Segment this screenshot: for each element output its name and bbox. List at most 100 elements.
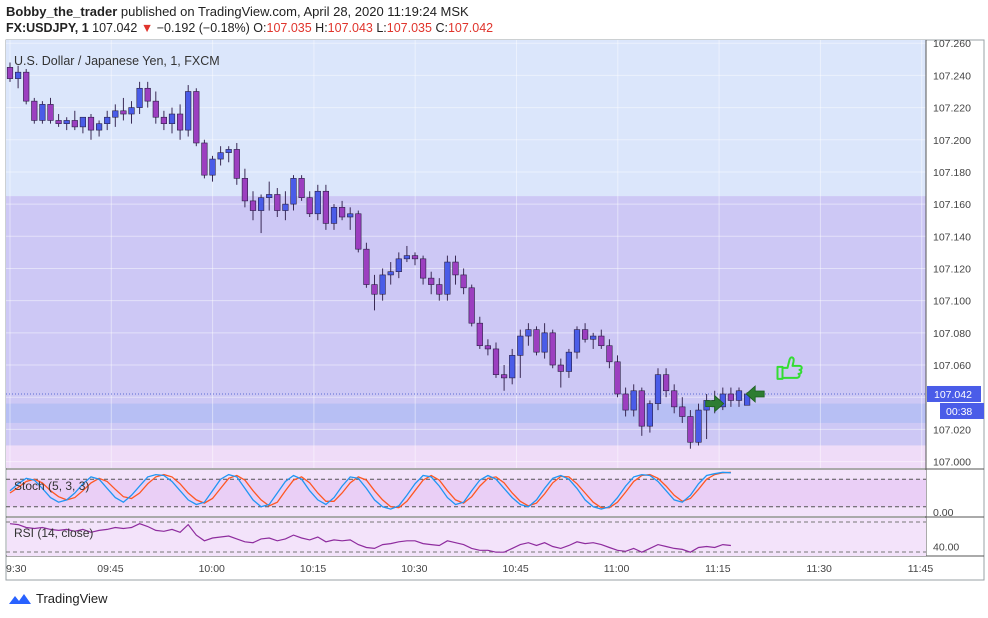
candle [290,178,297,205]
stoch-d-line [9,471,731,509]
open-value: 107.035 [266,21,312,35]
green-arrow-icon [705,394,725,413]
price-zone [6,403,926,423]
y-tick-label: 107.260 [933,38,971,50]
x-tick-label: 10:15 [300,563,326,575]
candle [525,329,532,337]
y-tick-label: 107.180 [933,167,971,179]
author-name[interactable]: Bobby_the_trader [6,4,118,19]
stoch-k-line [9,471,731,510]
candle [395,258,402,272]
stoch-label: Stoch (5, 3, 3) [14,479,89,493]
candle [638,390,645,427]
candle [39,104,46,121]
candle [735,390,743,401]
y-tick-label: 107.120 [933,263,971,275]
y-tick-label: 107.140 [933,231,971,243]
candle [31,100,38,121]
candle [379,274,386,295]
candle [363,248,370,285]
candle [274,194,281,211]
candle [484,345,492,350]
candle [727,393,734,401]
candle [387,271,394,276]
candle [104,116,111,124]
candle [687,416,694,443]
candle [257,197,265,211]
high-value: 107.043 [327,21,373,35]
publish-line: Bobby_the_trader published on TradingVie… [6,4,469,19]
candle [193,91,200,144]
candle [87,116,95,131]
candle [249,200,257,211]
candle [144,87,151,102]
y-tick-label: 107.080 [933,328,971,340]
y-tick-label: 107.200 [933,135,971,147]
last-price: 107.042 [92,21,138,35]
stoch-tick-label: 0.00 [933,507,954,519]
x-tick-label: 10:30 [401,563,427,575]
thumbs-up-icon [776,356,803,380]
candle [112,110,119,118]
candle [403,255,411,260]
brand-footer[interactable]: TradingView [8,591,108,606]
candle [533,329,540,353]
candle [565,351,572,372]
symbol-label: FX:USDJPY, 1 [6,21,89,35]
high-label: H: [315,21,328,35]
candle [330,207,338,224]
candle [15,71,22,79]
candle [177,113,184,131]
candle [266,194,273,198]
candle [152,100,159,118]
candle [646,403,653,427]
last-price-label: 107.042 [934,389,972,401]
candle [436,284,443,295]
candle [6,67,14,79]
candle [201,142,208,176]
candle [225,149,232,153]
candle [314,190,321,215]
rsi-pane-bg [7,518,926,556]
candle [411,255,419,260]
candle [452,261,459,276]
candle [671,390,678,408]
x-tick-label: 09:45 [97,563,123,575]
candle [241,178,249,202]
candle [338,207,346,218]
candle [217,152,224,160]
candle [549,332,556,366]
candle [695,409,702,443]
x-tick-label: 9:30 [6,563,27,575]
rsi-tick-label: 40.00 [933,542,959,554]
candle [371,284,378,295]
y-tick-label: 107.240 [933,70,971,82]
candle [590,335,597,340]
candle [23,71,30,102]
candle [573,329,581,353]
x-tick-label: 11:00 [604,563,630,575]
x-tick-label: 10:45 [503,563,529,575]
candle [622,393,629,411]
candle [419,258,427,279]
x-tick-label: 11:45 [908,563,934,575]
countdown-label: 00:38 [946,406,972,418]
candle [185,91,192,131]
close-value: 107.042 [447,21,494,35]
candle [120,110,127,115]
candle [557,364,564,372]
candle [209,158,216,176]
candle [96,123,103,131]
chart-title: U.S. Dollar / Japanese Yen, 1, FXCM [14,54,220,68]
candle [355,213,362,250]
ohlc-line: FX:USDJPY, 1 107.042 ▼ −0.192 (−0.18%) O… [6,21,493,35]
candle [298,178,305,198]
candle [444,261,451,295]
candle [160,116,168,124]
stoch-band [7,479,926,507]
x-tick-label: 11:30 [806,563,832,575]
rsi-line [9,523,731,553]
candle [322,190,330,224]
candle [476,322,483,347]
